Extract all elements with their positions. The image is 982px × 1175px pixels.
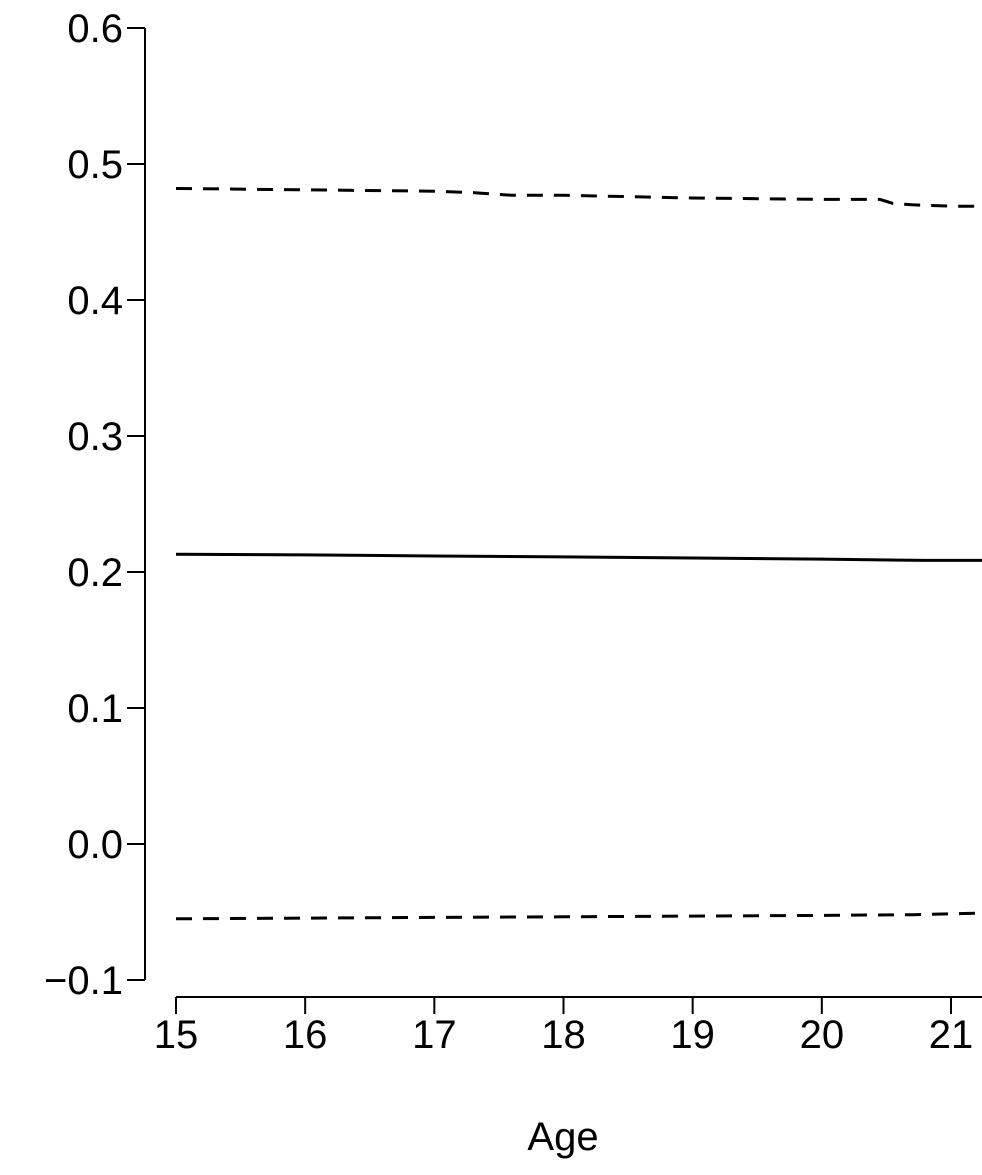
- x-tick-label: 21: [929, 1013, 974, 1057]
- y-tick-label: 0.1: [67, 687, 123, 731]
- x-tick-label: 17: [412, 1013, 457, 1057]
- y-tick-label: 0.0: [67, 823, 123, 867]
- y-tick-label: 0.6: [67, 7, 123, 51]
- y-axis: −0.1 0.0 0.1 0.2 0.3 0.4 0.5 0.6: [44, 7, 146, 1003]
- x-tick-label: 19: [670, 1013, 715, 1057]
- y-tick-label: 0.4: [67, 279, 123, 323]
- x-tick-label: 15: [154, 1013, 199, 1057]
- series-layer: [175, 187, 982, 921]
- x-axis-title: Age: [527, 1115, 598, 1159]
- y-tick-label: −0.1: [44, 959, 123, 1003]
- lower-dashed-line: [175, 911, 982, 921]
- x-tick-label: 18: [541, 1013, 586, 1057]
- x-tick-label: 16: [283, 1013, 328, 1057]
- y-tick-label: 0.2: [67, 551, 123, 595]
- estimate-solid-line: [175, 552, 982, 562]
- upper-dashed-line: [175, 187, 982, 208]
- x-tick-label: 20: [800, 1013, 845, 1057]
- y-tick-label: 0.3: [67, 415, 123, 459]
- x-axis: 15 16 17 18 19 20 21: [154, 996, 982, 1057]
- y-tick-label: 0.5: [67, 143, 123, 187]
